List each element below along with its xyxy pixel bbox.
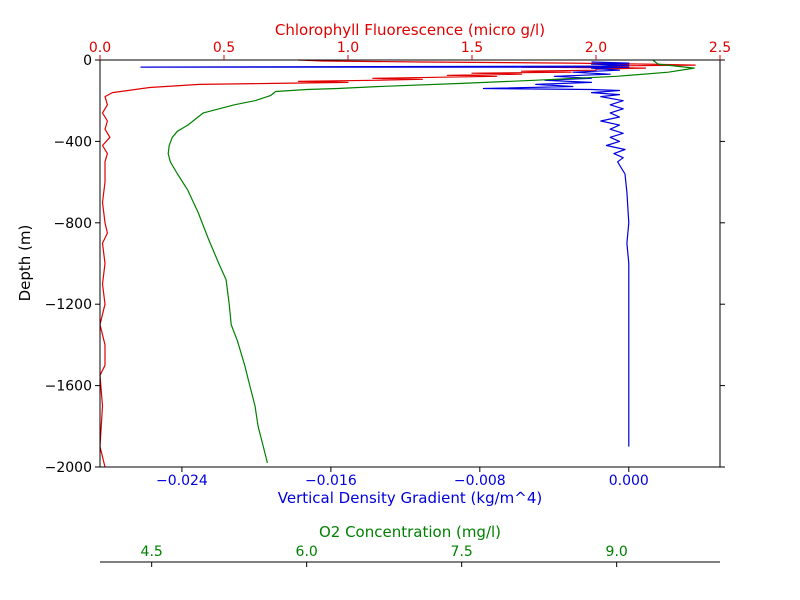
- chlorophyll-tick-label: 2.0: [585, 40, 607, 56]
- y-tick-label: 0: [83, 53, 92, 69]
- y-tick-label: −1200: [45, 297, 92, 313]
- density-axis-title: Vertical Density Gradient (kg/m^4): [278, 489, 542, 507]
- y-tick-label: −1600: [45, 379, 92, 395]
- chlorophyll-tick-label: 2.5: [709, 40, 731, 56]
- y-tick-label: −400: [54, 134, 92, 150]
- y-tick-label: −800: [54, 216, 92, 232]
- oxygen-tick-label: 6.0: [296, 544, 318, 560]
- oxygen-series-line: [167, 59, 695, 464]
- oxygen-axis-title: O2 Concentration (mg/l): [319, 523, 501, 541]
- density-tick-label: 0.000: [609, 473, 649, 489]
- chlorophyll-series-line: [99, 59, 696, 468]
- y-tick-label: −2000: [45, 460, 92, 476]
- oxygen-tick-label: 7.5: [451, 544, 473, 560]
- chlorophyll-tick-label: 0.0: [89, 40, 111, 56]
- density-series-line: [140, 61, 630, 447]
- oxygen-tick-label: 4.5: [141, 544, 163, 560]
- depth-axis-title: Depth (m): [16, 225, 34, 302]
- density-tick-label: −0.016: [305, 473, 357, 489]
- density-tick-label: −0.024: [156, 473, 208, 489]
- chlorophyll-tick-label: 0.5: [213, 40, 235, 56]
- density-tick-label: −0.008: [454, 473, 506, 489]
- chlorophyll-tick-label: 1.5: [461, 40, 483, 56]
- series-layer: [99, 59, 696, 468]
- axis-layer: 0 −400 −800 −1200 −1600 −2000 0.0 0.5 1.0 1.5 2.0 2…: [45, 40, 731, 567]
- oxygen-tick-label: 9.0: [606, 544, 628, 560]
- chlorophyll-axis-title: Chlorophyll Fluorescence (micro g/l): [275, 21, 545, 39]
- plot-frame: [99, 59, 721, 468]
- chlorophyll-tick-label: 1.0: [337, 40, 359, 56]
